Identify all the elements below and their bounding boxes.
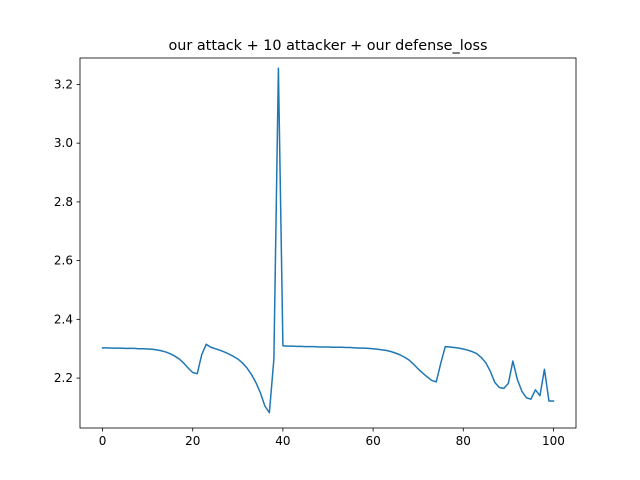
y-tick-label: 2.8 — [54, 195, 73, 209]
x-tick-label: 40 — [275, 434, 290, 448]
x-tick-label: 20 — [185, 434, 200, 448]
x-axis: 0 20 40 60 80 100 — [99, 428, 565, 448]
plot-frame — [79, 57, 577, 429]
y-tick-label: 3.0 — [54, 136, 73, 150]
y-tick-label: 2.6 — [54, 254, 73, 268]
plot-area — [80, 58, 576, 428]
x-tick-label: 0 — [99, 434, 107, 448]
y-axis: 2.2 2.4 2.6 2.8 3.0 3.2 — [54, 77, 80, 385]
series-layer — [101, 67, 555, 414]
chart-title: our attack + 10 attacker + our defense_l… — [168, 38, 487, 54]
y-tick-label: 2.4 — [54, 312, 73, 326]
x-tick-label: 80 — [456, 434, 471, 448]
y-tick-label: 2.2 — [54, 371, 73, 385]
x-tick-label: 100 — [542, 434, 565, 448]
x-tick-label: 60 — [365, 434, 380, 448]
y-tick-label: 3.2 — [54, 77, 73, 91]
series-line-1 — [101, 67, 555, 414]
